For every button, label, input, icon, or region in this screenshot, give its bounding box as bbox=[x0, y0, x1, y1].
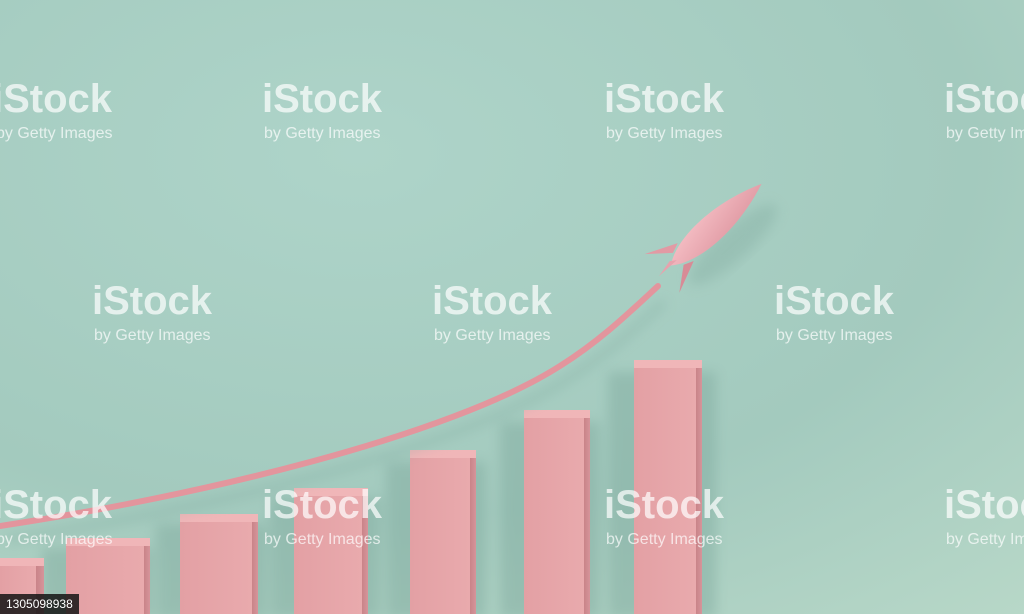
svg-text:iStock: iStock bbox=[944, 483, 1024, 527]
svg-text:iStock: iStock bbox=[604, 77, 725, 121]
bar-6 bbox=[524, 410, 590, 614]
svg-text:by Getty Images: by Getty Images bbox=[946, 125, 1024, 142]
svg-text:iStock: iStock bbox=[944, 77, 1024, 121]
svg-text:iStock: iStock bbox=[0, 77, 113, 121]
svg-text:by Getty Images: by Getty Images bbox=[946, 531, 1024, 548]
svg-text:iStock: iStock bbox=[262, 77, 383, 121]
svg-text:by Getty Images: by Getty Images bbox=[94, 327, 211, 344]
watermark: iStock by Getty Images bbox=[774, 279, 895, 344]
watermark: iStock by Getty Images bbox=[0, 483, 113, 548]
svg-text:iStock: iStock bbox=[92, 279, 213, 323]
bar-7 bbox=[634, 360, 702, 614]
svg-text:by Getty Images: by Getty Images bbox=[0, 531, 113, 548]
watermark: iStock by Getty Images bbox=[0, 77, 113, 142]
watermark: iStock by Getty Images bbox=[432, 279, 553, 344]
svg-text:by Getty Images: by Getty Images bbox=[776, 327, 893, 344]
image-id-label: 1305098938 bbox=[0, 594, 79, 614]
watermark: iStock by Getty Images bbox=[604, 483, 725, 548]
svg-text:iStock: iStock bbox=[432, 279, 553, 323]
watermark: iStock by Getty Images bbox=[262, 77, 383, 142]
svg-text:by Getty Images: by Getty Images bbox=[264, 531, 381, 548]
watermark-layer: iStock by Getty Images iStock by Getty I… bbox=[0, 77, 1024, 548]
svg-text:iStock: iStock bbox=[774, 279, 895, 323]
svg-text:iStock: iStock bbox=[604, 483, 725, 527]
svg-text:iStock: iStock bbox=[262, 483, 383, 527]
rocket-icon bbox=[644, 183, 778, 293]
watermark: iStock by Getty Images bbox=[262, 483, 383, 548]
bar-3 bbox=[180, 514, 258, 614]
watermark: iStock by Getty Images bbox=[944, 77, 1024, 142]
watermark: iStock by Getty Images bbox=[944, 483, 1024, 548]
svg-text:by Getty Images: by Getty Images bbox=[434, 327, 551, 344]
svg-text:by Getty Images: by Getty Images bbox=[606, 125, 723, 142]
watermark: iStock by Getty Images bbox=[604, 77, 725, 142]
svg-text:by Getty Images: by Getty Images bbox=[264, 125, 381, 142]
svg-text:by Getty Images: by Getty Images bbox=[0, 125, 113, 142]
bar-5 bbox=[410, 450, 476, 614]
rocket-trail-shadow bbox=[5, 299, 667, 544]
watermark: iStock by Getty Images bbox=[92, 279, 213, 344]
svg-text:by Getty Images: by Getty Images bbox=[606, 531, 723, 548]
bar-2 bbox=[66, 538, 150, 614]
bar-4 bbox=[294, 488, 368, 614]
rocket-trail bbox=[0, 283, 661, 529]
svg-text:iStock: iStock bbox=[0, 483, 113, 527]
